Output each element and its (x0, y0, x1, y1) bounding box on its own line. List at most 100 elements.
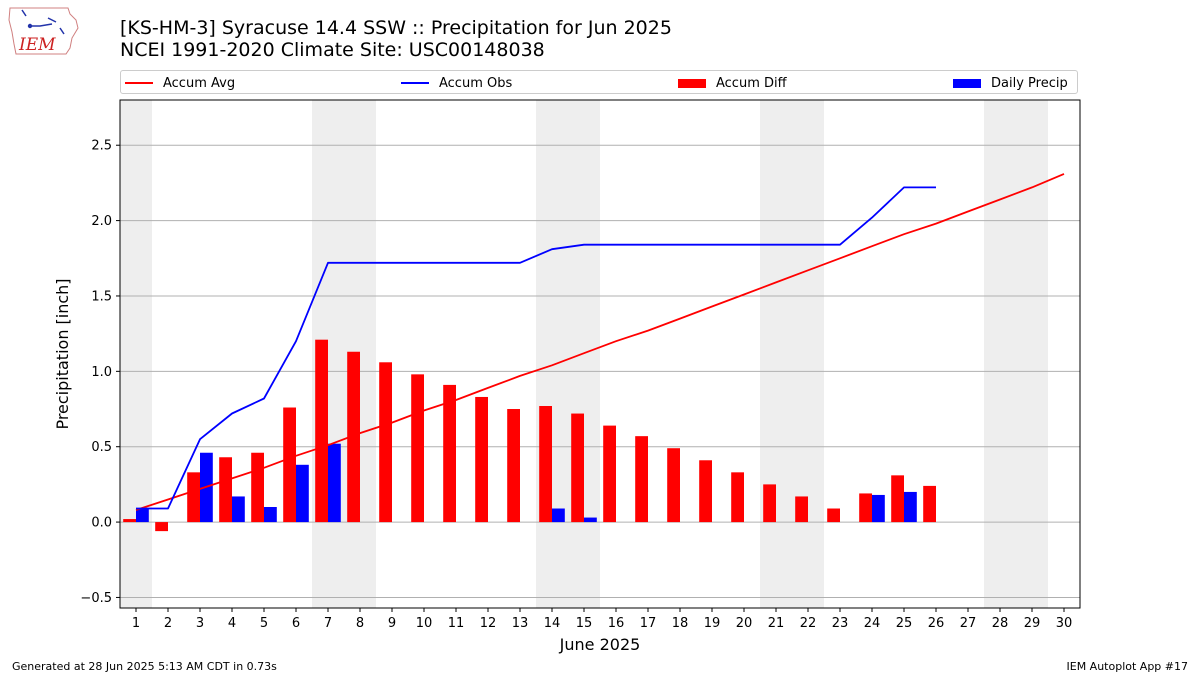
x-tick-label: 3 (196, 616, 204, 631)
x-tick-label: 24 (864, 616, 881, 631)
x-tick-label: 4 (228, 616, 236, 631)
x-tick-label: 21 (768, 616, 785, 631)
x-tick-label: 8 (356, 616, 364, 631)
accum-diff-bar (763, 484, 776, 523)
daily-precip-bar (904, 491, 917, 523)
y-tick-label: 0.0 (91, 516, 112, 531)
accum-diff-bar (571, 413, 584, 523)
x-tick-label: 27 (960, 616, 977, 631)
accum-diff-bar (187, 472, 200, 523)
x-tick-label: 28 (992, 616, 1009, 631)
legend: Accum Avg Accum Obs Accum Diff Daily Pre… (120, 70, 1078, 94)
x-tick-label: 5 (260, 616, 268, 631)
legend-label-accum-diff: Accum Diff (716, 75, 787, 91)
weekend-shade (984, 100, 1048, 608)
y-tick-label: 2.0 (91, 214, 112, 229)
iowa-outline (8, 7, 79, 55)
legend-item-accum-diff: Accum Diff (678, 74, 787, 92)
accum-diff-bar (379, 362, 392, 523)
accum-diff-bar (443, 384, 456, 523)
accum-diff-bar (315, 339, 328, 523)
x-axis-label: June 2025 (559, 635, 641, 654)
legend-swatch-accum-avg (125, 82, 153, 84)
legend-swatch-accum-obs (401, 82, 429, 84)
accum-diff-bar (347, 351, 360, 523)
accum-diff-bar (667, 448, 680, 523)
legend-swatch-daily-precip (953, 78, 981, 88)
legend-item-accum-obs: Accum Obs (401, 74, 512, 92)
accum-diff-bar (475, 396, 488, 523)
accum-obs-line (136, 186, 936, 510)
x-tick-label: 10 (416, 616, 433, 631)
logo-dot (27, 23, 33, 29)
x-tick-label: 19 (704, 616, 721, 631)
weekend-shade (120, 100, 152, 608)
accum-diff-bar (155, 522, 168, 532)
legend-label-accum-obs: Accum Obs (439, 75, 513, 91)
chart-subtitle: NCEI 1991-2020 Climate Site: USC00148038 (120, 39, 545, 61)
accum-diff-bar (539, 406, 552, 523)
x-tick-label: 14 (544, 616, 561, 631)
plot-frame (119, 99, 1081, 609)
y-tick-label: 2.5 (91, 139, 112, 154)
accum-diff-bar (123, 519, 136, 523)
x-tick-label: 9 (388, 616, 396, 631)
x-tick-label: 11 (448, 616, 465, 631)
accum-diff-bar (251, 452, 264, 523)
legend-label-accum-avg: Accum Avg (163, 75, 236, 91)
accum-diff-bar (827, 508, 840, 523)
legend-item-daily-precip: Daily Precip (953, 74, 1068, 92)
x-tick-label: 16 (608, 616, 625, 631)
x-tick-label: 25 (896, 616, 913, 631)
legend-swatch-accum-diff (678, 78, 706, 88)
legend-label-daily-precip: Daily Precip (991, 75, 1068, 91)
weekend-shading (120, 100, 1048, 608)
accum-diff-bar (635, 436, 648, 523)
accum-diff-bar (795, 496, 808, 523)
x-tick-label: 17 (640, 616, 657, 631)
daily-precip-bar (232, 496, 245, 523)
daily-precip-bar (584, 517, 597, 523)
x-tick-label: 15 (576, 616, 593, 631)
daily-precip-bar (296, 464, 309, 523)
x-axis-ticks: 1 2 3 4 5 6 7 8 9 10 11 12 13 14 15 16 17 18 19 20 21 22 23 24 2… (132, 608, 1072, 631)
x-tick-label: 6 (292, 616, 300, 631)
daily-precip-bar (328, 443, 341, 523)
daily-precip-bar (136, 508, 149, 523)
accum-diff-bar (283, 407, 296, 523)
accum-diff-bar (507, 409, 520, 523)
iem-logo: IEM (8, 7, 79, 55)
y-tick-label: 0.5 (91, 440, 112, 455)
accum-diff-bar (219, 457, 232, 523)
legend-item-accum-avg: Accum Avg (125, 74, 235, 92)
x-tick-label: 30 (1056, 616, 1073, 631)
accum-diff-bar (603, 425, 616, 523)
logo-text: IEM (18, 35, 56, 55)
x-tick-label: 7 (324, 616, 332, 631)
x-tick-label: 20 (736, 616, 753, 631)
y-axis-ticks: −0.5 0.0 0.5 1.0 1.5 2.0 2.5 (80, 139, 120, 606)
accum-diff-bar (699, 460, 712, 523)
chart-title: [KS-HM-3] Syracuse 14.4 SSW :: Precipita… (120, 17, 672, 39)
accum-avg-line (135, 173, 1065, 511)
y-axis-label: Precipitation [inch] (53, 278, 72, 429)
x-tick-label: 12 (480, 616, 497, 631)
daily-precip-bar (552, 508, 565, 523)
y-tick-label: −0.5 (80, 591, 112, 606)
accum-diff-bar (411, 374, 424, 523)
y-tick-label: 1.0 (91, 365, 112, 380)
x-tick-label: 1 (132, 616, 140, 631)
x-tick-label: 22 (800, 616, 817, 631)
x-tick-label: 18 (672, 616, 689, 631)
accum-diff-bar (923, 485, 936, 523)
accum-diff-bar (731, 472, 744, 523)
daily-precip-bar (264, 507, 277, 523)
y-tick-label: 1.5 (91, 289, 112, 304)
footer-generated-text: Generated at 28 Jun 2025 5:13 AM CDT in … (12, 660, 277, 673)
daily-precip-bar (872, 494, 885, 523)
bar-series (123, 339, 936, 532)
weather-symbols (21, 9, 65, 35)
line-series (135, 173, 1065, 511)
weekend-shade (536, 100, 600, 608)
accum-diff-bar (891, 475, 904, 523)
